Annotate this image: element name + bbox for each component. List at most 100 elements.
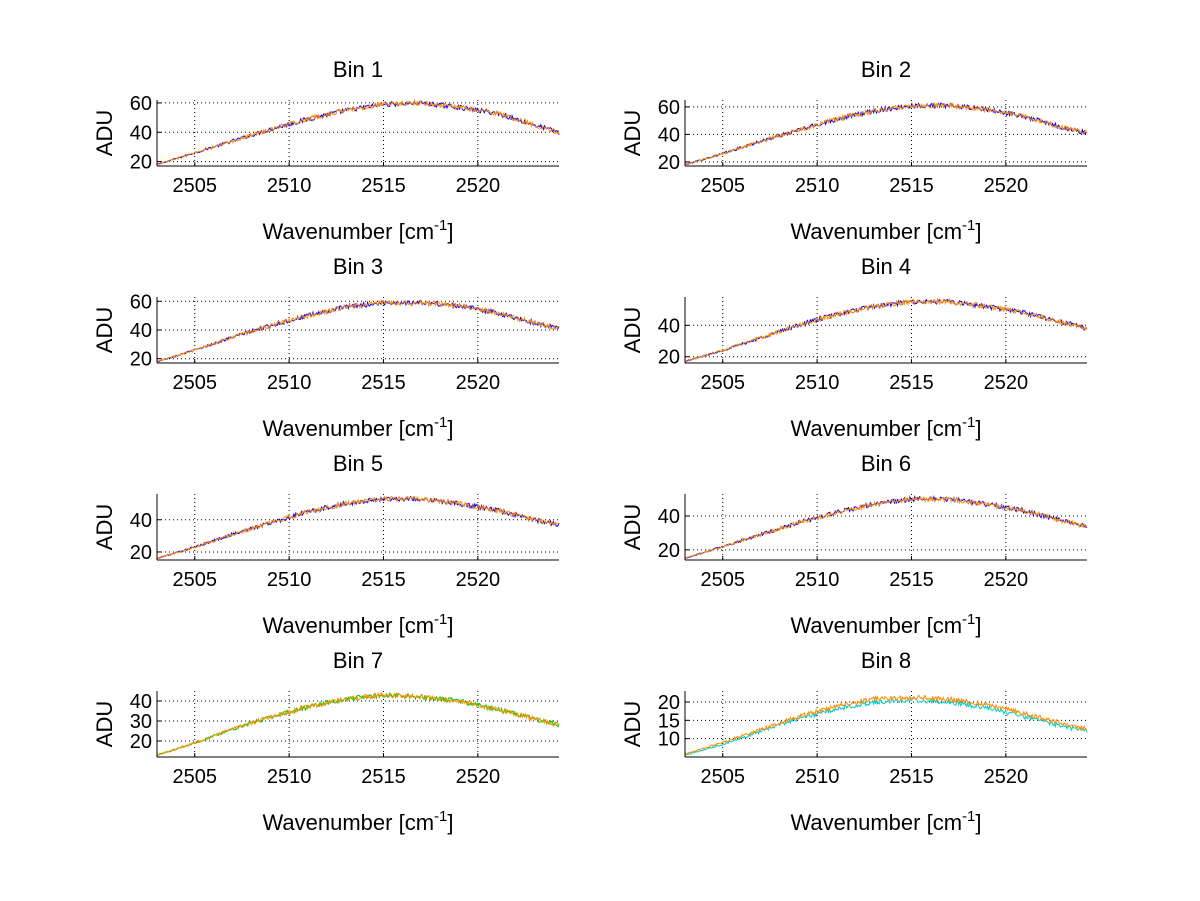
x-tick-label: 2520 bbox=[456, 372, 501, 394]
x-axis-label: Wavenumber [cm-1] bbox=[262, 414, 453, 441]
y-tick-label: 40 bbox=[658, 315, 680, 337]
subplot-title: Bin 8 bbox=[861, 648, 911, 673]
y-tick-label: 20 bbox=[658, 152, 680, 174]
x-tick-label: 2505 bbox=[172, 569, 217, 591]
series-line bbox=[684, 298, 1088, 363]
series-line bbox=[156, 692, 560, 756]
x-tick-label: 2515 bbox=[361, 569, 406, 591]
x-axis-label: Wavenumber [cm-1] bbox=[262, 808, 453, 835]
x-tick-label: 2515 bbox=[361, 766, 406, 788]
x-axis-label-main: Wavenumber [cm bbox=[790, 416, 962, 441]
x-tick-label: 2510 bbox=[795, 766, 840, 788]
x-axis-label: Wavenumber [cm-1] bbox=[790, 217, 981, 244]
x-axis-label-superscript: -1 bbox=[434, 808, 447, 825]
subplot-bin-1: Bin 1 2505 2510 2515 2520 20 40 60 ADU Wavenumber… bbox=[92, 57, 560, 244]
x-axis-label-superscript: -1 bbox=[434, 611, 447, 628]
x-tick-label: 2505 bbox=[172, 372, 217, 394]
series-line bbox=[685, 102, 1088, 166]
x-axis-label-superscript: -1 bbox=[962, 611, 975, 628]
x-axis-label-superscript: -1 bbox=[434, 414, 447, 431]
subplot-bin-6: Bin 6 2505 2510 2515 2520 20 40 ADU Wavenumber [… bbox=[620, 451, 1088, 638]
y-tick-label: 40 bbox=[130, 320, 152, 342]
x-tick-label: 2505 bbox=[172, 175, 217, 197]
series-line bbox=[684, 494, 1088, 559]
series-line bbox=[685, 101, 1088, 165]
y-tick-label: 30 bbox=[130, 711, 152, 733]
x-axis-label-main: Wavenumber [cm bbox=[262, 219, 434, 244]
series-line bbox=[685, 694, 1088, 755]
x-tick-label: 2505 bbox=[700, 372, 745, 394]
x-axis-label: Wavenumber [cm-1] bbox=[262, 611, 453, 638]
x-tick-label: 2520 bbox=[984, 175, 1029, 197]
x-tick-label: 2515 bbox=[889, 766, 934, 788]
x-tick-label: 2510 bbox=[267, 766, 312, 788]
y-tick-label: 40 bbox=[658, 506, 680, 528]
x-axis-label: Wavenumber [cm-1] bbox=[790, 611, 981, 638]
y-axis-label: ADU bbox=[92, 504, 117, 550]
x-tick-label: 2515 bbox=[889, 175, 934, 197]
subplot-bin-2: Bin 2 2505 2510 2515 2520 20 40 60 ADU Wavenumber… bbox=[620, 57, 1088, 244]
x-axis-label-main: Wavenumber [cm bbox=[262, 810, 434, 835]
x-tick-label: 2505 bbox=[700, 175, 745, 197]
x-axis-label-bracket: ] bbox=[975, 613, 981, 638]
y-tick-label: 20 bbox=[130, 152, 152, 174]
x-tick-label: 2510 bbox=[267, 175, 312, 197]
y-tick-label: 20 bbox=[130, 731, 152, 753]
subplot-title: Bin 6 bbox=[861, 451, 911, 476]
x-axis-label: Wavenumber [cm-1] bbox=[262, 217, 453, 244]
x-axis-label: Wavenumber [cm-1] bbox=[790, 808, 981, 835]
y-tick-label: 40 bbox=[130, 510, 152, 532]
x-tick-label: 2510 bbox=[795, 372, 840, 394]
y-tick-label: 15 bbox=[658, 710, 680, 732]
x-tick-label: 2520 bbox=[456, 569, 501, 591]
x-axis-label-main: Wavenumber [cm bbox=[790, 219, 962, 244]
y-axis-label: ADU bbox=[92, 701, 117, 747]
y-tick-label: 40 bbox=[130, 691, 152, 713]
x-tick-label: 2505 bbox=[700, 569, 745, 591]
x-axis-label-superscript: -1 bbox=[962, 414, 975, 431]
x-tick-label: 2515 bbox=[361, 175, 406, 197]
subplot-bin-4: Bin 4 2505 2510 2515 2520 20 40 ADU Wavenumber [… bbox=[620, 254, 1088, 441]
series-line bbox=[156, 299, 560, 362]
x-axis-label-main: Wavenumber [cm bbox=[262, 416, 434, 441]
series-line bbox=[684, 495, 1088, 559]
y-tick-label: 20 bbox=[658, 540, 680, 562]
x-axis-label-main: Wavenumber [cm bbox=[790, 613, 962, 638]
y-tick-label: 60 bbox=[130, 93, 152, 115]
x-tick-label: 2515 bbox=[889, 569, 934, 591]
y-axis-label: ADU bbox=[92, 110, 117, 156]
x-tick-label: 2510 bbox=[267, 372, 312, 394]
x-tick-label: 2520 bbox=[456, 766, 501, 788]
x-axis-label-bracket: ] bbox=[447, 219, 453, 244]
x-tick-label: 2515 bbox=[361, 372, 406, 394]
subplot-bin-5: Bin 5 2505 2510 2515 2520 20 40 ADU Wavenumber [… bbox=[92, 451, 560, 638]
x-axis-label-bracket: ] bbox=[975, 219, 981, 244]
series-line bbox=[157, 495, 560, 559]
y-axis-label: ADU bbox=[620, 504, 645, 550]
x-axis-label-bracket: ] bbox=[447, 810, 453, 835]
y-tick-label: 20 bbox=[130, 349, 152, 371]
y-axis-label: ADU bbox=[620, 701, 645, 747]
x-tick-label: 2515 bbox=[889, 372, 934, 394]
y-tick-label: 20 bbox=[658, 692, 680, 714]
x-tick-label: 2510 bbox=[795, 569, 840, 591]
x-axis-label-superscript: -1 bbox=[962, 808, 975, 825]
series-line bbox=[685, 696, 1088, 756]
y-tick-label: 40 bbox=[658, 124, 680, 146]
y-axis-label: ADU bbox=[620, 110, 645, 156]
y-axis-label: ADU bbox=[92, 307, 117, 353]
x-axis-label-bracket: ] bbox=[975, 416, 981, 441]
x-axis-label-bracket: ] bbox=[447, 613, 453, 638]
series-line bbox=[684, 297, 1088, 363]
x-axis-label-main: Wavenumber [cm bbox=[262, 613, 434, 638]
x-axis-label-superscript: -1 bbox=[434, 217, 447, 234]
y-tick-label: 40 bbox=[130, 122, 152, 144]
x-tick-label: 2520 bbox=[984, 766, 1029, 788]
y-tick-label: 60 bbox=[658, 97, 680, 119]
x-tick-label: 2520 bbox=[984, 372, 1029, 394]
subplot-title: Bin 3 bbox=[333, 254, 383, 279]
y-tick-label: 60 bbox=[130, 291, 152, 313]
